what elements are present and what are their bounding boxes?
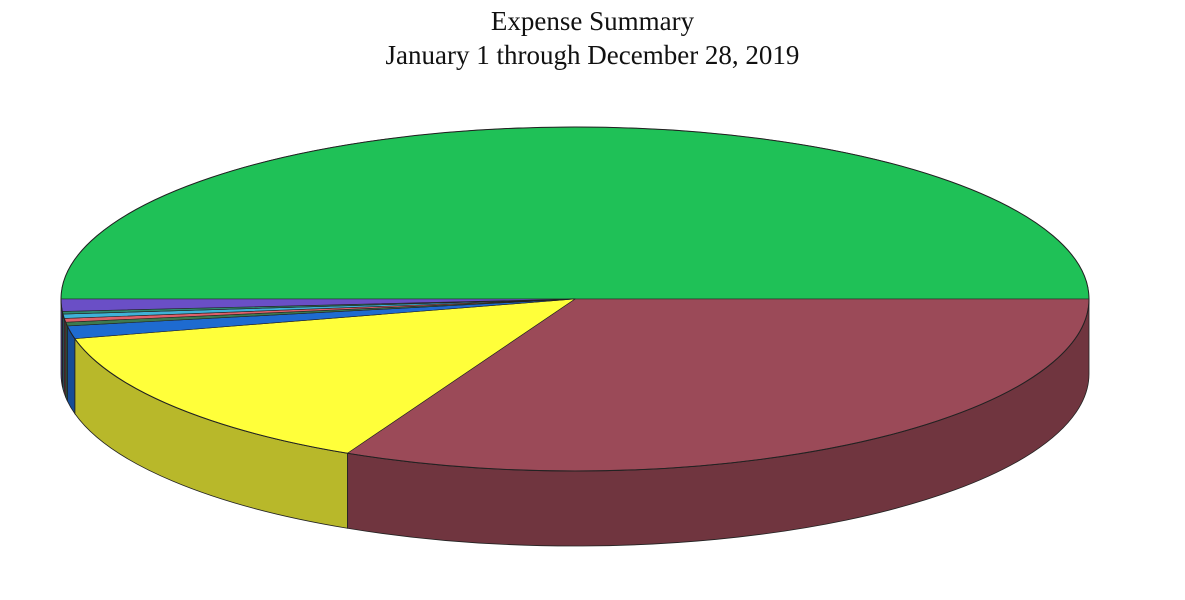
pie-rim — [60, 126, 1090, 472]
pie-slice-side-4 — [66, 325, 76, 415]
pie-slices — [60, 126, 1090, 472]
pie-slice-1 — [60, 126, 1090, 300]
chart-subtitle: January 1 through December 28, 2019 — [385, 40, 800, 70]
chart-title: Expense Summary — [490, 6, 695, 36]
chart-title-block: Expense Summary January 1 through Decemb… — [0, 4, 1185, 72]
